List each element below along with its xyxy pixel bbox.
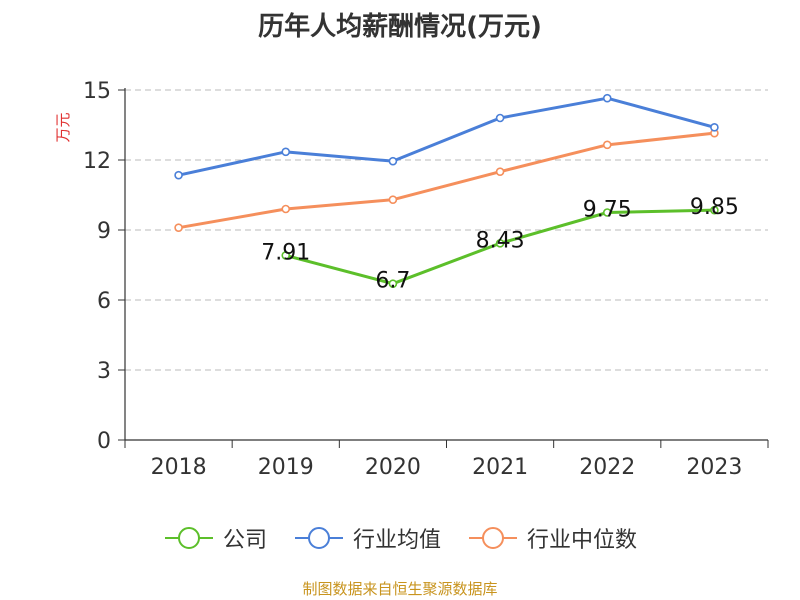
data-point (281, 204, 291, 214)
data-point (281, 147, 291, 157)
data-label: 6.7 (375, 269, 410, 294)
data-point (495, 239, 505, 248)
y-tick-label: 3 (97, 359, 111, 384)
legend-swatch-marker (177, 527, 200, 549)
y-tick-label: 12 (83, 149, 111, 174)
source-note: 制图数据来自恒生聚源数据库 (302, 580, 498, 598)
data-label: 9.75 (583, 198, 632, 223)
data-point (495, 113, 505, 123)
data-point (388, 279, 398, 288)
x-tick-label: 2023 (686, 455, 742, 480)
legend-label: 公司 (222, 528, 267, 553)
x-tick-label: 2018 (151, 455, 207, 480)
chart-title: 历年人均薪酬情况(万元) (258, 12, 542, 42)
data-point (174, 170, 183, 180)
legend-label: 行业中位数 (527, 528, 638, 553)
data-label: 8.43 (476, 228, 525, 253)
data-point (495, 167, 505, 176)
data-point (710, 205, 719, 215)
data-point (710, 123, 719, 132)
legend-label: 行业均值 (352, 528, 441, 553)
data-point (602, 93, 612, 103)
legend-swatch-icon (294, 527, 343, 549)
legend-item[interactable]: 行业均值 (293, 522, 441, 554)
x-tick-label: 2022 (579, 455, 635, 480)
legend-swatch-marker (307, 527, 330, 549)
data-point (388, 156, 398, 166)
data-point (174, 223, 183, 232)
data-point (388, 195, 398, 204)
series-line-1 (178, 96, 715, 177)
series-line-2 (178, 131, 715, 230)
data-label: 9.85 (690, 195, 739, 220)
y-tick-label: 9 (97, 219, 111, 244)
legend-swatch-marker (482, 527, 504, 549)
x-tick-label: 2020 (365, 455, 421, 480)
legend-swatch-icon (164, 527, 213, 549)
data-label: 7.91 (261, 240, 310, 265)
legend-swatch-icon (469, 527, 517, 549)
data-point (602, 140, 612, 150)
y-axis-label: 万元 (54, 112, 72, 142)
x-tick-label: 2019 (258, 455, 314, 480)
y-tick-label: 6 (97, 289, 111, 314)
legend: 公司 行业均值 行业中位数 (0, 522, 800, 554)
x-tick-label: 2021 (472, 455, 528, 480)
data-point (281, 251, 291, 260)
y-tick-label: 0 (97, 429, 111, 454)
legend-item[interactable]: 行业中位数 (467, 522, 637, 554)
data-point (602, 208, 612, 217)
y-tick-label: 15 (83, 79, 111, 104)
legend-item[interactable]: 公司 (163, 522, 267, 554)
